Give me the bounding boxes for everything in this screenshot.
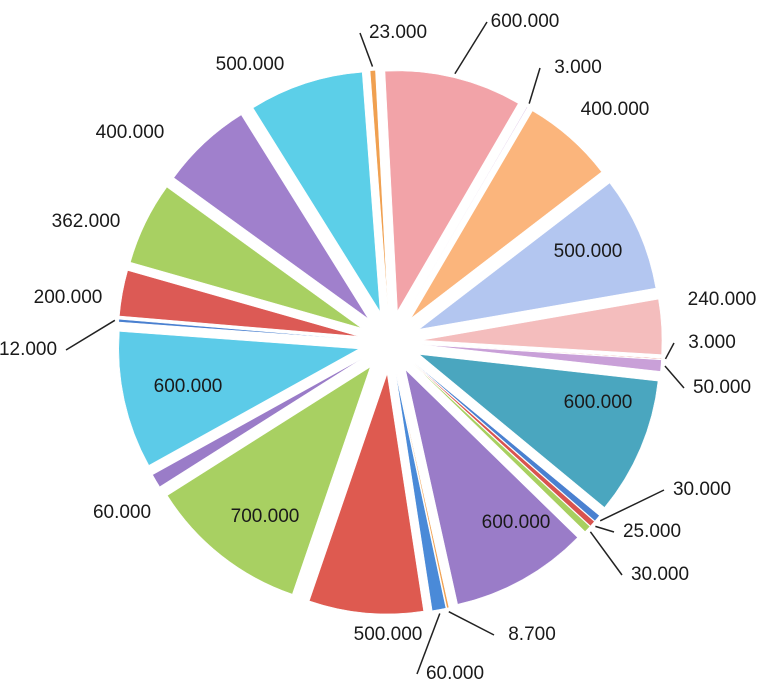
pie-slice [167,366,371,595]
leader-line [528,67,541,104]
pie-slice [405,106,528,315]
data-label: 400.000 [96,122,165,143]
data-label: 500.000 [216,54,285,75]
pie-slice [384,70,519,312]
data-label: 500.000 [354,624,423,645]
leader-line [359,32,374,67]
data-label: 362.000 [52,211,121,232]
pie-slice [414,362,600,522]
data-label: 8.700 [508,624,556,645]
pie-slice [410,110,602,319]
leader-line [448,611,495,636]
leader-line [599,489,665,522]
data-label: 700.000 [231,506,300,527]
data-label: 3.000 [554,57,602,78]
leader-line [65,319,116,351]
data-label: 12.000 [0,339,57,360]
pie-slice [396,373,450,609]
leader-line [595,525,615,533]
pie-slice [308,373,424,615]
data-label: 30.000 [631,564,689,585]
pie-slice [252,71,381,312]
data-label: 60.000 [426,663,484,684]
pie-slice [418,354,659,508]
pie-slice [152,358,363,488]
data-label: 30.000 [673,479,731,500]
leader-line [664,342,675,360]
leader-line [454,21,488,75]
data-label: 200.000 [34,287,103,308]
data-label: 3.000 [688,332,736,353]
pie-slice [421,343,662,360]
data-label: 600.000 [154,376,223,397]
pie-slice [395,373,447,611]
leader-line [589,531,623,576]
data-label: 25.000 [623,521,681,542]
pie-slice [421,344,662,372]
data-label: 23.000 [369,22,427,43]
pie-slice [421,298,663,355]
leader-line [664,365,685,389]
pie-slice [405,369,578,605]
data-label: 600.000 [491,11,560,32]
pie-slice [413,363,595,527]
data-label: 500.000 [554,241,623,262]
data-label: 240.000 [688,289,757,310]
pie-slice [173,114,369,319]
pie-slice [130,186,362,329]
pie-slice [369,70,389,311]
data-label: 50.000 [693,377,751,398]
pie-slice [118,331,360,466]
data-label: 600.000 [564,392,633,413]
leader-line [416,613,441,675]
data-label: 400.000 [581,99,650,120]
pie-slice [118,318,359,340]
pie-slice [419,182,657,330]
data-label: 600.000 [482,512,551,533]
pie-slice [413,363,591,532]
pie-slice [119,270,359,337]
data-label: 60.000 [93,502,151,523]
